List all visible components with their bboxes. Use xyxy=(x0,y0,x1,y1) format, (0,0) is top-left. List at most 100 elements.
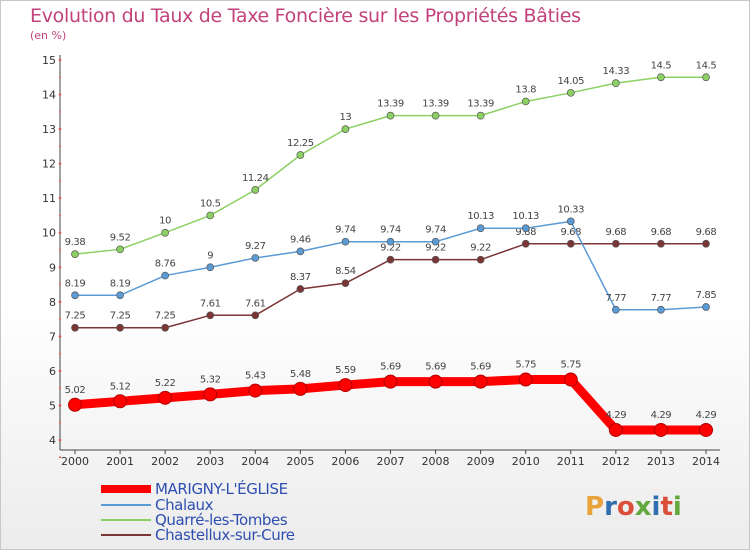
logo-letter: x xyxy=(634,492,652,522)
y-tick-label: 6 xyxy=(49,365,56,378)
data-point xyxy=(116,245,124,254)
data-label: 14.05 xyxy=(557,76,584,87)
data-point xyxy=(206,311,215,320)
data-point xyxy=(521,224,530,233)
data-label: 7.61 xyxy=(245,298,266,309)
data-point xyxy=(338,378,353,393)
logo-letter: r xyxy=(604,492,617,522)
data-point xyxy=(612,79,620,87)
data-point xyxy=(296,247,305,256)
data-point xyxy=(116,291,124,300)
data-point xyxy=(203,387,218,402)
x-tick-label: 2000 xyxy=(61,455,89,468)
data-label: 14.5 xyxy=(696,60,717,71)
y-tick-label: 14 xyxy=(42,89,56,102)
y-tick-label: 15 xyxy=(42,54,56,67)
y-tick-label: 13 xyxy=(42,123,56,136)
data-label: 4.29 xyxy=(696,410,717,421)
data-label: 5.69 xyxy=(380,362,401,373)
x-tick-label: 2009 xyxy=(467,455,495,468)
data-point xyxy=(386,237,395,246)
data-point xyxy=(521,239,530,248)
data-label: 10.13 xyxy=(512,211,539,222)
data-point xyxy=(521,97,530,106)
y-minor-tick-mark xyxy=(59,214,61,217)
x-tick-label: 2007 xyxy=(377,455,405,468)
data-point xyxy=(386,255,395,264)
data-label: 13.39 xyxy=(422,99,449,110)
data-point xyxy=(563,372,578,387)
data-point xyxy=(702,73,710,82)
y-minor-tick-mark xyxy=(59,318,61,321)
data-label: 5.48 xyxy=(290,369,311,380)
data-point xyxy=(341,279,350,288)
data-label: 8.54 xyxy=(335,266,356,277)
data-label: 14.33 xyxy=(603,66,630,77)
data-label: 10 xyxy=(159,216,171,227)
data-point xyxy=(68,397,82,412)
data-label: 10.13 xyxy=(467,211,494,222)
y-minor-tick-mark xyxy=(59,283,61,286)
x-tick-label: 2004 xyxy=(241,455,269,468)
data-point xyxy=(431,255,440,264)
data-label: 5.02 xyxy=(65,385,86,396)
logo-letter: o xyxy=(616,492,635,522)
data-label: 9.22 xyxy=(380,243,401,254)
data-label: 9.74 xyxy=(335,225,356,236)
x-tick-label: 2008 xyxy=(422,455,450,468)
data-label: 9.38 xyxy=(65,237,86,248)
x-tick-label: 2002 xyxy=(151,455,179,468)
data-label: 10.5 xyxy=(200,198,221,209)
data-label: 9.68 xyxy=(696,227,717,238)
data-label: 8.76 xyxy=(155,259,176,270)
data-point xyxy=(71,291,79,300)
data-label: 13.39 xyxy=(377,99,404,110)
data-point xyxy=(612,305,620,314)
data-label: 4.29 xyxy=(606,410,627,421)
y-minor-tick-mark xyxy=(59,421,61,424)
data-point xyxy=(518,372,533,387)
data-point xyxy=(702,239,710,248)
data-label: 9.68 xyxy=(560,227,581,238)
y-minor-tick-mark xyxy=(59,352,61,355)
data-label: 9.68 xyxy=(606,227,627,238)
data-label: 9.22 xyxy=(425,243,446,254)
data-label: 9.52 xyxy=(110,232,131,243)
data-point xyxy=(383,374,398,389)
data-point xyxy=(293,381,308,396)
data-label: 12.25 xyxy=(287,138,314,149)
data-point xyxy=(341,125,350,133)
y-tick-label: 11 xyxy=(42,192,56,205)
y-tick-mark xyxy=(58,265,62,269)
y-tick-label: 4 xyxy=(49,434,56,447)
logo-letter: i xyxy=(651,492,661,522)
y-tick-mark xyxy=(58,335,62,338)
y-tick-mark xyxy=(58,404,62,407)
logo-letter: t xyxy=(660,492,673,522)
data-label: 10.33 xyxy=(557,204,584,215)
x-tick-label: 2006 xyxy=(331,455,359,468)
data-point xyxy=(341,237,350,246)
data-label: 9.74 xyxy=(425,225,446,236)
data-point xyxy=(431,237,440,246)
data-point xyxy=(71,250,79,258)
data-point xyxy=(251,186,260,194)
logo-letter: P xyxy=(585,492,605,522)
data-label: 14.5 xyxy=(651,60,672,71)
y-tick-mark xyxy=(58,127,62,131)
data-point xyxy=(566,239,575,248)
data-point xyxy=(702,303,710,311)
data-label: 8.19 xyxy=(110,278,131,289)
data-point xyxy=(206,211,215,220)
data-label: 5.43 xyxy=(245,371,266,382)
data-point xyxy=(608,422,623,437)
data-label: 9.74 xyxy=(380,225,401,236)
data-point xyxy=(248,383,263,398)
data-label: 7.77 xyxy=(606,293,627,304)
y-tick-mark xyxy=(58,196,62,200)
data-label: 4.29 xyxy=(651,410,672,421)
data-label: 9.27 xyxy=(245,241,266,252)
logo-letter: i xyxy=(672,492,682,522)
data-label: 7.77 xyxy=(651,293,672,304)
y-tick-label: 8 xyxy=(49,296,56,309)
